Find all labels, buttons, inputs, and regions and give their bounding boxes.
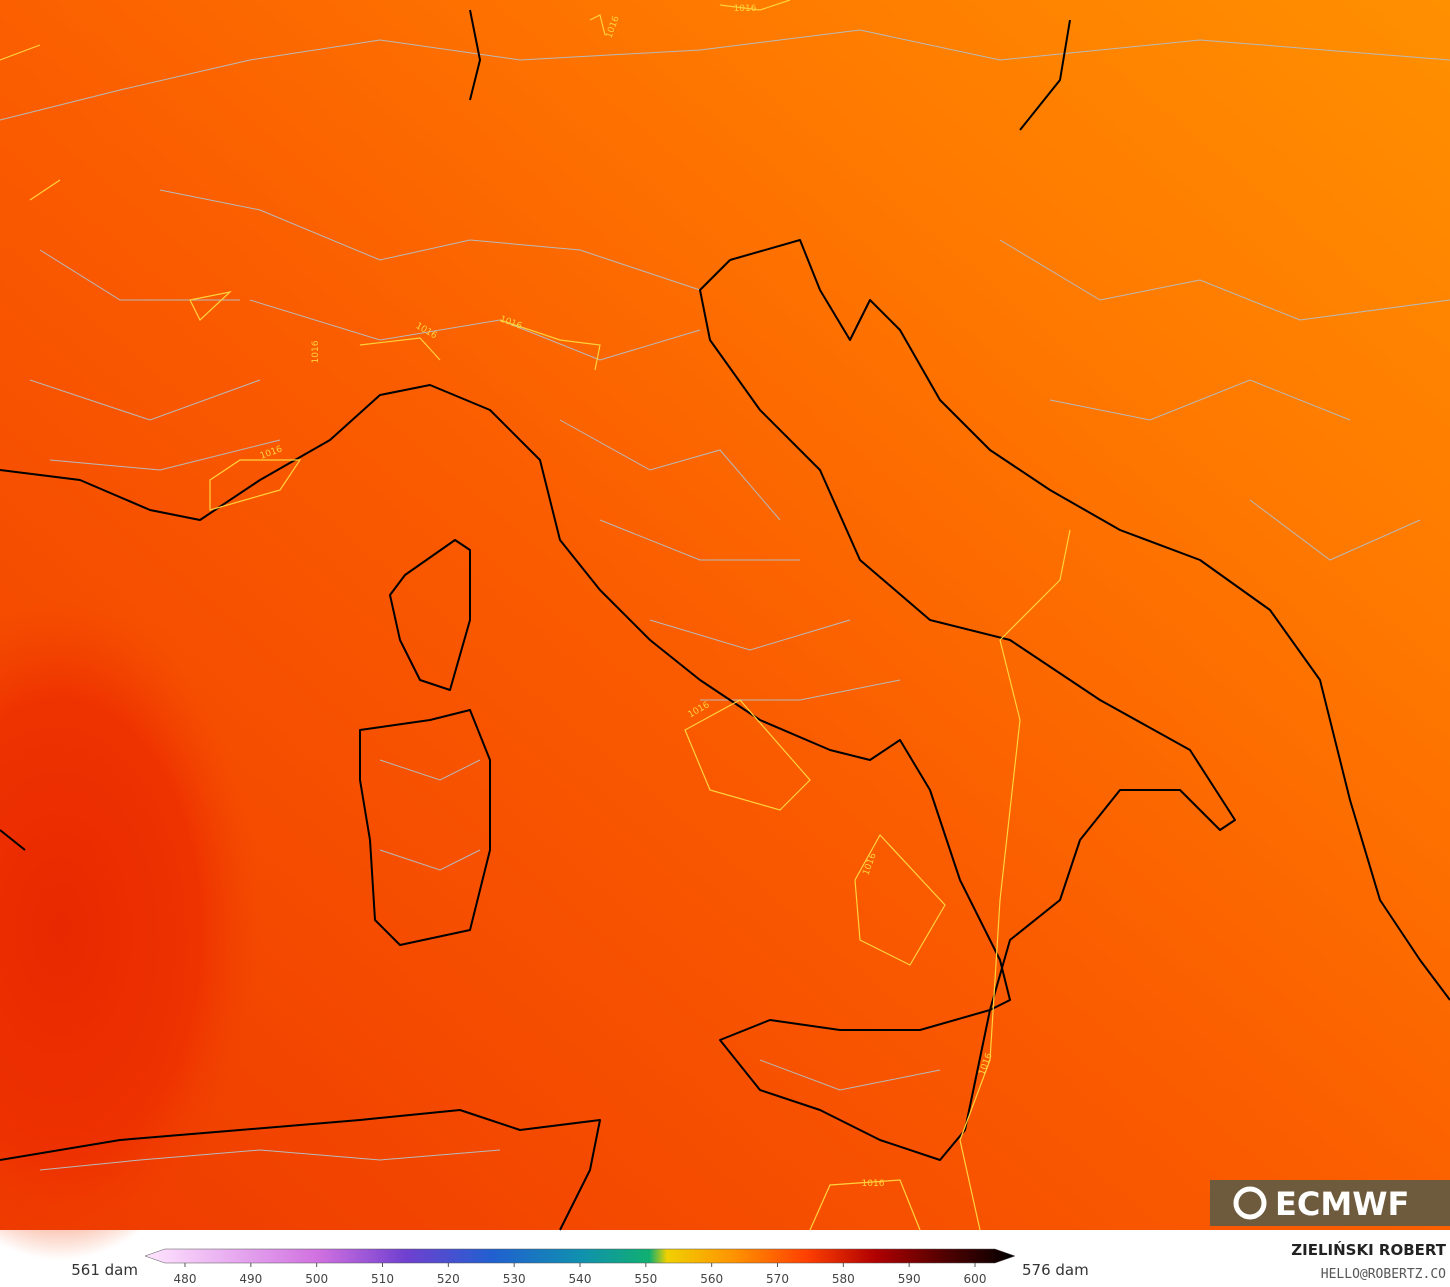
colorbar-tick-label: 540 <box>569 1272 592 1286</box>
corsica <box>389 539 471 691</box>
coastlines <box>0 9 1450 1231</box>
colorbar-tick-label: 510 <box>371 1272 394 1286</box>
credit-author: ZIELIŃSKI ROBERT <box>1291 1240 1446 1259</box>
colorbar-tick-label: 550 <box>634 1272 657 1286</box>
contours <box>0 0 1071 1231</box>
colorbar-tick-label: 580 <box>832 1272 855 1286</box>
colorbar-tick-label: 530 <box>503 1272 526 1286</box>
colorbar-tick-label: 480 <box>174 1272 197 1286</box>
colorbar-tick-label: 590 <box>898 1272 921 1286</box>
sardinia <box>359 709 491 946</box>
colorbar-tick-label: 570 <box>766 1272 789 1286</box>
field-low <box>0 600 260 1260</box>
logo: ECMWF <box>1210 1180 1450 1226</box>
colorbar-right-label: 576 dam <box>1022 1261 1089 1279</box>
contour-label: 1016 <box>862 1179 885 1189</box>
logo-text: ECMWF <box>1275 1185 1409 1223</box>
sicily <box>719 1009 991 1161</box>
colorbar-bar <box>144 1248 1016 1264</box>
colorbar-tick-label: 500 <box>305 1272 328 1286</box>
colorbar-tick-label: 520 <box>437 1272 460 1286</box>
colorbar-ticks: 480 490 500 510 520 530 540 550 560 570 580 590 600 <box>174 1263 987 1286</box>
contour-label: 1016 <box>311 340 321 363</box>
colorbar: 561 dam 576 dam 480 490 500 510 520 530 540 550… <box>71 1248 1089 1286</box>
colorbar-tick-label: 600 <box>964 1272 987 1286</box>
borders <box>0 29 1450 1171</box>
colorbar-left-label: 561 dam <box>71 1261 138 1279</box>
logo-icon <box>1233 1186 1267 1220</box>
colorbar-tick-label: 560 <box>700 1272 723 1286</box>
colorbar-tick-label: 490 <box>239 1272 262 1286</box>
contour-label: 1016 <box>734 4 757 14</box>
credit-email: HELLO@ROBERTZ.CO <box>1321 1267 1446 1282</box>
